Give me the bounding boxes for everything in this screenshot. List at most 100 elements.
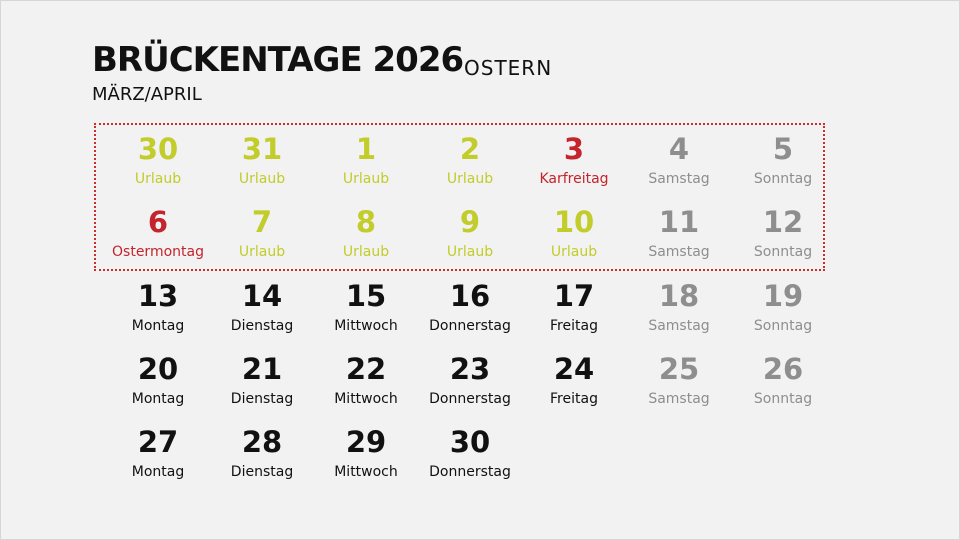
- day-label: Dienstag: [230, 464, 294, 480]
- day-number: 1: [355, 132, 377, 166]
- page-title: BRÜCKENTAGE 2026: [92, 40, 464, 80]
- day-label: Urlaub: [550, 244, 598, 260]
- day-number: 3: [563, 132, 585, 166]
- day-number: 5: [772, 132, 794, 166]
- day-number: 12: [762, 205, 804, 239]
- day-number: 25: [658, 352, 700, 386]
- calendar-day: 23 Donnerstag: [415, 352, 525, 408]
- day-number: 24: [553, 352, 595, 386]
- day-label: Freitag: [550, 318, 598, 334]
- day-label: Donnerstag: [429, 464, 511, 480]
- calendar-day: 21 Dienstag: [207, 352, 317, 408]
- title-suffix: OSTERN: [464, 56, 553, 80]
- calendar-day: 13 Montag: [103, 279, 213, 335]
- calendar-day: 17 Freitag: [519, 279, 629, 335]
- calendar-day: 24 Freitag: [519, 352, 629, 408]
- day-label: Samstag: [648, 391, 710, 407]
- calendar-day: 1 Urlaub: [311, 132, 421, 188]
- day-number: 8: [355, 205, 377, 239]
- day-label: Sonntag: [753, 318, 813, 334]
- day-label: Urlaub: [342, 244, 390, 260]
- calendar-day: 12 Sonntag: [728, 205, 838, 261]
- calendar-day: 15 Mittwoch: [311, 279, 421, 335]
- calendar-day: 19 Sonntag: [728, 279, 838, 335]
- day-label: Sonntag: [753, 171, 813, 187]
- day-label: Ostermontag: [112, 244, 204, 260]
- day-number: 23: [449, 352, 491, 386]
- day-number: 20: [137, 352, 179, 386]
- day-label: Sonntag: [753, 391, 813, 407]
- day-label: Donnerstag: [429, 391, 511, 407]
- calendar-day: 9 Urlaub: [415, 205, 525, 261]
- calendar-day: 18 Samstag: [624, 279, 734, 335]
- day-label: Montag: [131, 318, 185, 334]
- day-label: Samstag: [648, 171, 710, 187]
- day-number: 13: [137, 279, 179, 313]
- day-number: 7: [251, 205, 273, 239]
- day-number: 28: [241, 425, 283, 459]
- day-number: 27: [137, 425, 179, 459]
- day-label: Samstag: [648, 318, 710, 334]
- day-number: 22: [345, 352, 387, 386]
- day-number: 15: [345, 279, 387, 313]
- calendar-day: 5 Sonntag: [728, 132, 838, 188]
- day-number: 6: [147, 205, 169, 239]
- day-label: Dienstag: [230, 318, 294, 334]
- calendar-day: 26 Sonntag: [728, 352, 838, 408]
- calendar-day: 30 Urlaub: [103, 132, 213, 188]
- day-label: Urlaub: [446, 244, 494, 260]
- day-number: 18: [658, 279, 700, 313]
- day-label: Montag: [131, 464, 185, 480]
- day-label: Samstag: [648, 244, 710, 260]
- day-label: Mittwoch: [334, 391, 398, 407]
- month-subtitle: MÄRZ/APRIL: [92, 84, 202, 105]
- day-label: Freitag: [550, 391, 598, 407]
- day-number: 11: [658, 205, 700, 239]
- calendar-day: 2 Urlaub: [415, 132, 525, 188]
- day-number: 17: [553, 279, 595, 313]
- day-label: Urlaub: [446, 171, 494, 187]
- day-label: Karfreitag: [539, 171, 609, 187]
- calendar-day: 29 Mittwoch: [311, 425, 421, 481]
- calendar-day: 3 Karfreitag: [519, 132, 629, 188]
- calendar-day: 30 Donnerstag: [415, 425, 525, 481]
- day-number: 4: [668, 132, 690, 166]
- calendar-day: 27 Montag: [103, 425, 213, 481]
- day-label: Urlaub: [238, 171, 286, 187]
- day-label: Dienstag: [230, 391, 294, 407]
- day-number: 26: [762, 352, 804, 386]
- day-number: 10: [553, 205, 595, 239]
- day-label: Mittwoch: [334, 318, 398, 334]
- calendar-day: 28 Dienstag: [207, 425, 317, 481]
- calendar-day: 4 Samstag: [624, 132, 734, 188]
- day-number: 19: [762, 279, 804, 313]
- day-number: 14: [241, 279, 283, 313]
- day-label: Urlaub: [134, 171, 182, 187]
- calendar-day: 7 Urlaub: [207, 205, 317, 261]
- calendar-day: 25 Samstag: [624, 352, 734, 408]
- bridge-days-highlight-box: [94, 123, 825, 271]
- calendar-day: 8 Urlaub: [311, 205, 421, 261]
- day-number: 30: [137, 132, 179, 166]
- day-number: 30: [449, 425, 491, 459]
- day-label: Sonntag: [753, 244, 813, 260]
- day-label: Montag: [131, 391, 185, 407]
- calendar-day: 31 Urlaub: [207, 132, 317, 188]
- day-number: 29: [345, 425, 387, 459]
- day-label: Urlaub: [342, 171, 390, 187]
- day-label: Donnerstag: [429, 318, 511, 334]
- day-number: 21: [241, 352, 283, 386]
- day-label: Urlaub: [238, 244, 286, 260]
- day-number: 9: [459, 205, 481, 239]
- calendar-day: 14 Dienstag: [207, 279, 317, 335]
- day-number: 16: [449, 279, 491, 313]
- calendar-day: 20 Montag: [103, 352, 213, 408]
- calendar-day: 10 Urlaub: [519, 205, 629, 261]
- day-number: 2: [459, 132, 481, 166]
- day-number: 31: [241, 132, 283, 166]
- day-label: Mittwoch: [334, 464, 398, 480]
- calendar-day: 16 Donnerstag: [415, 279, 525, 335]
- calendar-day: 11 Samstag: [624, 205, 734, 261]
- calendar-day: 6 Ostermontag: [103, 205, 213, 261]
- calendar-day: 22 Mittwoch: [311, 352, 421, 408]
